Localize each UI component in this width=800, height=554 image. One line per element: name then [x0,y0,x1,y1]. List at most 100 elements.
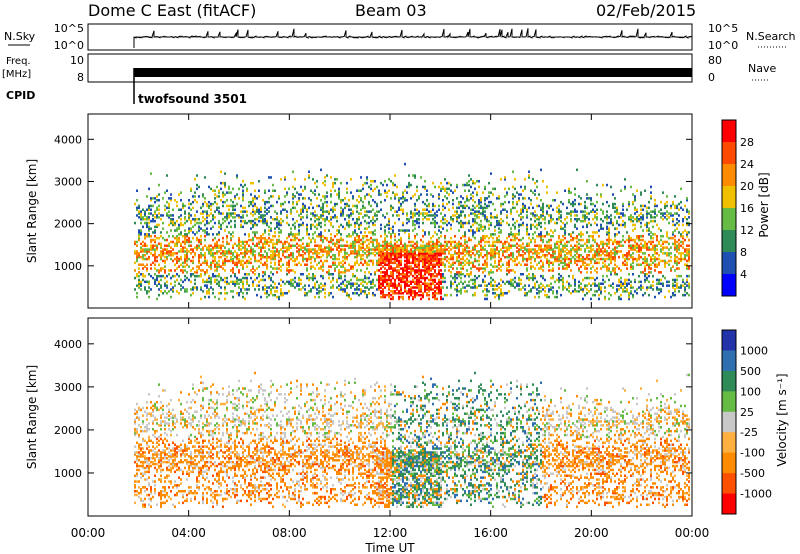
heatmap-cell [396,255,398,259]
heatmap-cell [460,223,462,227]
heatmap-cell [464,274,466,278]
heatmap-cell [248,261,250,265]
heatmap-cell [330,223,332,227]
heatmap-cell [196,288,198,291]
heatmap-cell [420,290,422,293]
heatmap-cell [380,263,382,266]
heatmap-cell [166,244,168,247]
heatmap-cell [440,261,442,265]
heatmap-cell [156,248,158,251]
heatmap-cell [542,218,544,221]
heatmap-cell [140,214,142,217]
heatmap-cell [374,248,376,251]
heatmap-cell [316,263,318,266]
heatmap-cell [324,223,326,227]
heatmap-cell [364,219,366,223]
heatmap-cell [210,282,212,285]
heatmap-cell [590,288,592,291]
heatmap-cell [416,242,418,246]
heatmap-cell [560,248,562,251]
heatmap-cell [244,219,246,223]
heatmap-cell [474,231,476,234]
heatmap-cell [180,257,182,261]
heatmap-cell [242,286,244,289]
heatmap-cell [408,267,410,270]
heatmap-cell [548,238,550,242]
heatmap-cell [464,248,466,251]
heatmap-cell [200,248,202,251]
heatmap-cell [362,183,364,187]
heatmap-cell [418,221,420,225]
heatmap-cell [192,273,194,276]
heatmap-cell [324,219,326,223]
heatmap-cell [152,246,154,249]
heatmap-cell [196,286,198,289]
heatmap-cell [302,257,304,261]
heatmap-cell [270,290,272,293]
heatmap-cell [142,255,144,259]
heatmap-cell [368,276,370,280]
heatmap-cell [300,216,302,219]
heatmap-cell [260,206,262,210]
heatmap-cell [442,204,444,208]
heatmap-cell [536,252,538,255]
heatmap-cell [222,263,224,266]
heatmap-cell [306,259,308,263]
heatmap-cell [496,219,498,223]
heatmap-cell [274,257,276,261]
heatmap-cell [254,189,256,192]
heatmap-cell [358,212,360,215]
heatmap-cell [484,244,486,247]
heatmap-cell [516,284,518,287]
heatmap-cell [458,244,460,247]
heatmap-cell [348,295,350,299]
heatmap-cell [190,219,192,223]
heatmap-cell [312,178,314,181]
heatmap-cell [490,223,492,227]
heatmap-cell [546,293,548,297]
heatmap-cell [168,204,170,208]
heatmap-cell [346,235,348,238]
heatmap-cell [364,290,366,293]
heatmap-cell [186,235,188,238]
heatmap-cell [452,214,454,217]
heatmap-cell [358,240,360,244]
heatmap-cell [528,248,530,251]
heatmap-cell [326,191,328,194]
heatmap-cell [532,248,534,251]
heatmap-cell [464,246,466,249]
heatmap-cell [424,271,426,274]
heatmap-cell [494,250,496,253]
heatmap-cell [518,248,520,251]
heatmap-cell [570,210,572,213]
heatmap-cell [502,280,504,284]
heatmap-cell [496,223,498,227]
heatmap-cell [194,191,196,194]
heatmap-cell [176,290,178,293]
heatmap-cell [584,216,586,219]
heatmap-cell [310,257,312,261]
heatmap-cell [434,231,436,234]
heatmap-cell [478,180,480,183]
heatmap-cell [258,288,260,291]
heatmap-cell [476,229,478,232]
heatmap-cell [330,280,332,284]
heatmap-cell [240,204,242,208]
heatmap-cell [524,178,526,181]
heatmap-cell [514,236,516,240]
heatmap-cell [170,254,172,257]
heatmap-cell [136,189,138,192]
heatmap-cell [192,267,194,270]
heatmap-cell [314,216,316,219]
heatmap-cell [318,246,320,249]
heatmap-cell [148,295,150,299]
heatmap-cell [550,255,552,259]
heatmap-cell [184,216,186,219]
heatmap-cell [564,263,566,266]
heatmap-cell [492,240,494,244]
heatmap-cell [414,208,416,211]
heatmap-cell [192,250,194,253]
heatmap-cell [158,208,160,211]
heatmap-cell [262,246,264,249]
heatmap-cell [486,240,488,244]
